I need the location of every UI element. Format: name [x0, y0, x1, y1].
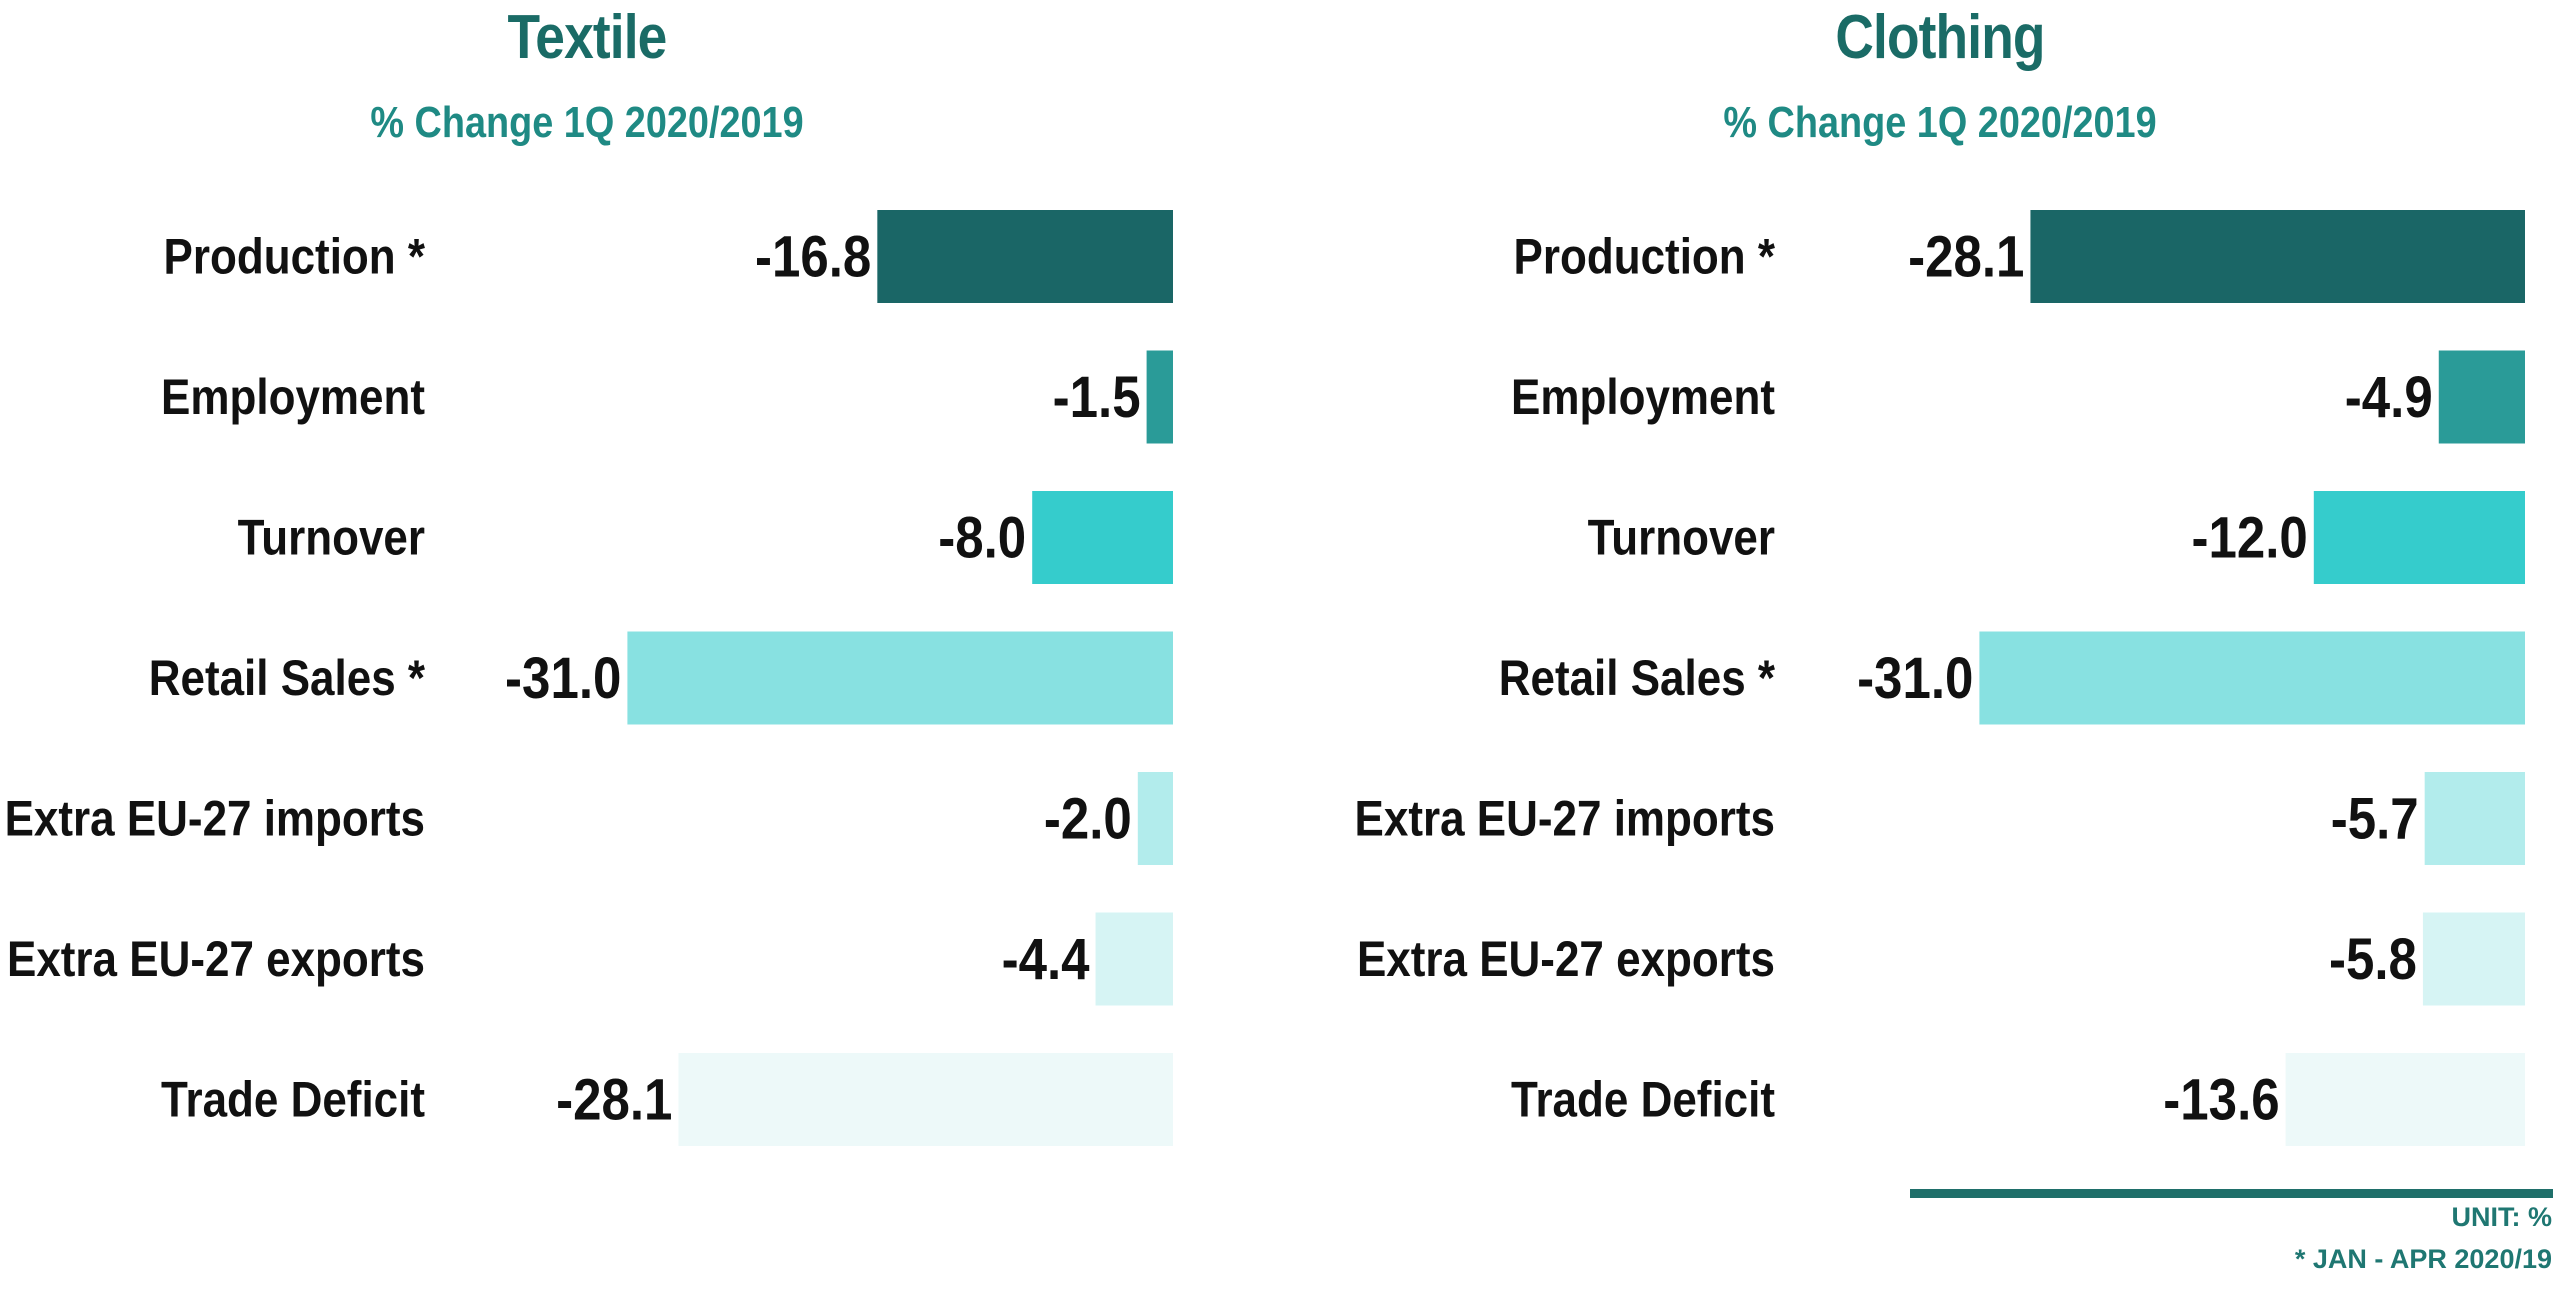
textile-bar — [1137, 772, 1173, 865]
textile-category-label: Extra EU-27 imports — [5, 790, 425, 846]
textile-value-label: -31.0 — [505, 646, 621, 711]
clothing-value-label: -31.0 — [1857, 646, 1973, 711]
clothing-bar — [2313, 491, 2525, 584]
textile-category-label: Turnover — [238, 509, 425, 565]
textile-bar — [877, 210, 1173, 303]
textile-bar — [627, 631, 1173, 725]
unit-footnote: UNIT: % — [2451, 1202, 2553, 1232]
textile-value-label: -2.0 — [1044, 786, 1132, 851]
clothing-value-label: -12.0 — [2191, 505, 2307, 570]
clothing-category-label: Production * — [1514, 228, 1776, 284]
textile-category-label: Employment — [161, 368, 425, 424]
textile-bar — [678, 1053, 1173, 1146]
textile-category-label: Trade Deficit — [161, 1071, 425, 1127]
clothing-chart-subtitle: % Change 1Q 2020/2019 — [1723, 98, 2157, 147]
clothing-value-label: -5.8 — [2329, 927, 2417, 992]
clothing-bar — [2030, 210, 2525, 303]
textile-chart-subtitle: % Change 1Q 2020/2019 — [370, 98, 804, 147]
clothing-category-label: Extra EU-27 imports — [1355, 790, 1775, 846]
period-footnote: * JAN - APR 2020/19 — [2294, 1244, 2552, 1274]
clothing-bar — [2285, 1053, 2525, 1146]
clothing-category-label: Turnover — [1588, 509, 1775, 565]
clothing-bar — [2422, 912, 2525, 1006]
clothing-chart-title: Clothing — [1835, 3, 2045, 72]
textile-bar — [1146, 350, 1173, 444]
textile-value-label: -8.0 — [938, 505, 1026, 570]
textile-value-label: -4.4 — [1002, 927, 1091, 992]
textile-category-label: Production * — [164, 228, 426, 284]
clothing-value-label: -4.9 — [2345, 365, 2433, 430]
clothing-category-label: Trade Deficit — [1511, 1071, 1775, 1127]
textile-bar — [1095, 912, 1173, 1006]
clothing-bar — [2438, 350, 2525, 444]
textile-bar — [1032, 491, 1173, 584]
clothing-category-label: Extra EU-27 exports — [1357, 930, 1775, 986]
textile-chart-title: Textile — [507, 3, 668, 72]
clothing-category-label: Retail Sales * — [1499, 649, 1776, 705]
textile-category-label: Retail Sales * — [149, 649, 426, 705]
clothing-category-label: Employment — [1511, 368, 1775, 424]
clothing-value-label: -5.7 — [2331, 786, 2419, 851]
textile-value-label: -1.5 — [1053, 365, 1141, 430]
clothing-value-label: -13.6 — [2163, 1067, 2279, 1132]
textile-value-label: -28.1 — [556, 1067, 672, 1132]
clothing-bar — [1979, 631, 2525, 725]
clothing-value-label: -28.1 — [1908, 224, 2024, 289]
textile-category-label: Extra EU-27 exports — [7, 930, 425, 986]
clothing-bar — [2424, 772, 2525, 865]
textile-value-label: -16.8 — [755, 224, 871, 289]
unit-rule-line — [1910, 1189, 2553, 1198]
